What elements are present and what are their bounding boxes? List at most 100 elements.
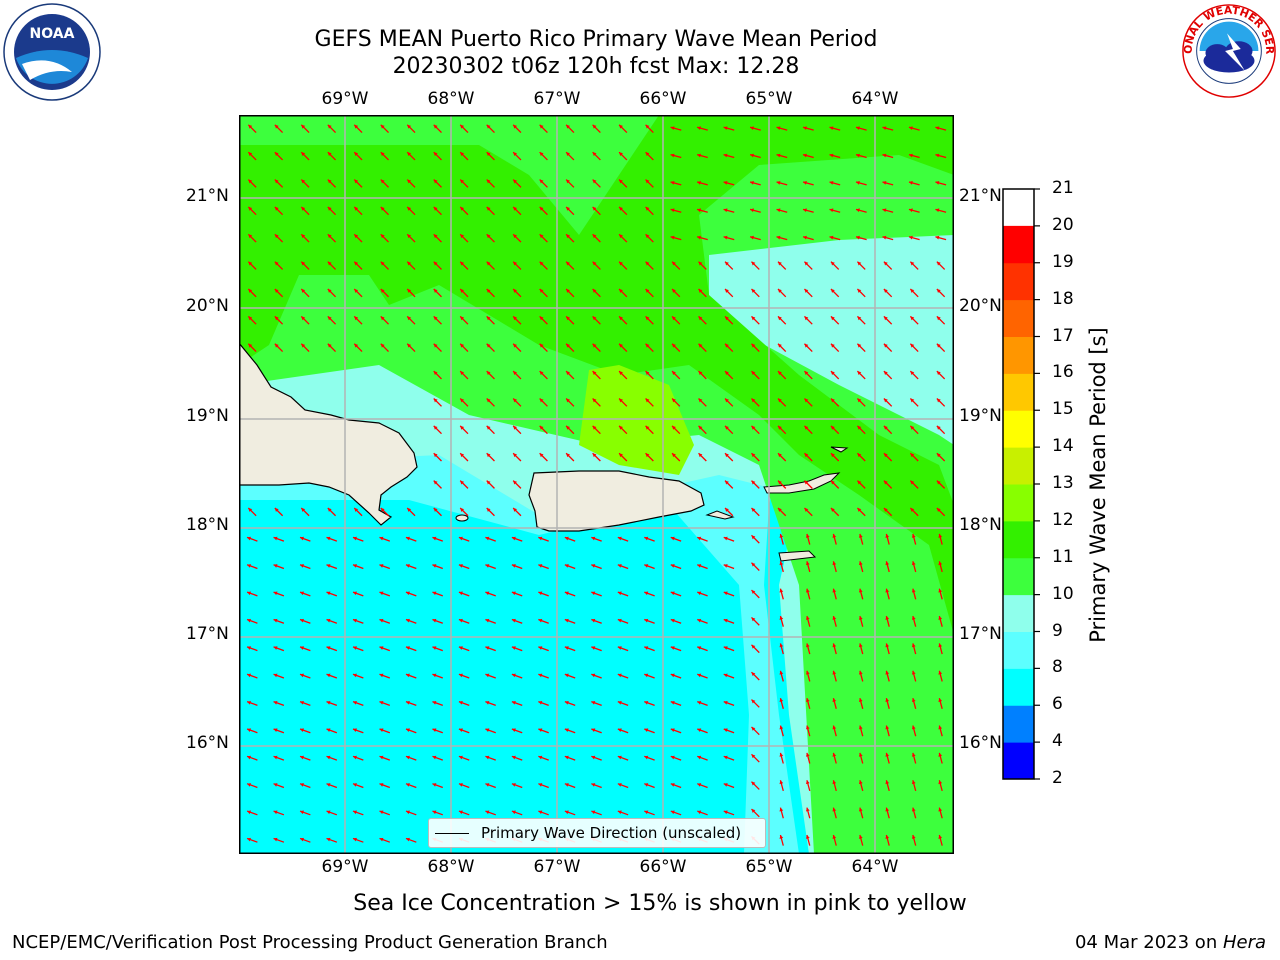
wave-arrow-head xyxy=(777,261,782,266)
wave-arrow-head xyxy=(327,206,332,211)
wave-arrow-head xyxy=(566,179,570,184)
wave-arrow-head xyxy=(910,289,915,293)
wave-arrow-head xyxy=(751,425,756,430)
wave-arrow-head xyxy=(832,835,837,839)
wave-arrow-head xyxy=(804,371,809,375)
wave-arrow-head xyxy=(458,700,463,705)
wave-arrow-head xyxy=(354,316,359,321)
wave-arrow-head xyxy=(857,480,862,485)
wave-arrow-head xyxy=(274,289,279,293)
wave-arrow-head xyxy=(619,316,623,321)
wave-arrow-head xyxy=(857,453,862,458)
lat-label-left: 20°N xyxy=(186,296,229,316)
wave-arrow-head xyxy=(858,643,863,648)
wave-arrow-head xyxy=(670,810,675,815)
wave-arrow-head xyxy=(805,698,810,703)
lon-label-top: 66°W xyxy=(639,89,687,109)
wave-arrow-head xyxy=(485,783,490,787)
wave-arrow-head xyxy=(830,507,835,512)
virgin-islands-landmass xyxy=(763,472,841,494)
wave-arrow-head xyxy=(697,536,702,541)
wave-arrow-head xyxy=(910,316,915,321)
wave-arrow-head xyxy=(591,536,596,541)
wave-arrow-head xyxy=(936,261,941,266)
wave-arrow-head xyxy=(380,152,385,157)
wave-arrow-head xyxy=(591,783,596,787)
wave-arrow-head xyxy=(779,725,784,730)
wave-arrow-head xyxy=(936,371,941,375)
wave-arrow-head xyxy=(779,698,784,703)
wave-arrow-head xyxy=(645,261,650,266)
wave-arrow-head xyxy=(883,316,888,321)
wave-arrow-head xyxy=(751,535,756,540)
wave-arrow-head xyxy=(273,618,278,623)
wave-arrow-head xyxy=(592,425,597,430)
wave-arrow-head xyxy=(273,783,278,787)
wave-arrow-head xyxy=(697,153,702,158)
wave-arrow-head xyxy=(405,810,410,815)
wave-arrow-head xyxy=(326,673,331,678)
wave-arrow-head xyxy=(911,588,916,593)
wave-arrow-head xyxy=(460,343,465,348)
wave-arrow-head xyxy=(301,234,306,239)
wave-arrow-head xyxy=(433,152,438,157)
wave-arrow-head xyxy=(327,507,332,512)
wave-arrow-head xyxy=(670,153,675,158)
noaa-logo: NOAA xyxy=(2,2,102,106)
wave-arrow-head xyxy=(592,261,597,266)
lon-label-bottom: 66°W xyxy=(639,857,687,877)
wave-arrow-head xyxy=(564,618,569,623)
wave-arrow-head xyxy=(458,755,463,760)
wave-arrow-head xyxy=(670,700,675,705)
wave-arrow-head xyxy=(538,618,543,623)
wave-arrow-head xyxy=(274,316,279,321)
wave-arrow-head xyxy=(380,179,385,184)
wave-arrow-head xyxy=(300,591,304,596)
wave-arrow-head xyxy=(327,289,332,293)
wave-arrow-head xyxy=(776,153,781,158)
wave-arrow-head xyxy=(538,591,543,596)
wave-arrow-head xyxy=(432,810,437,815)
wave-arrow-head xyxy=(832,780,837,785)
wave-arrow-head xyxy=(301,261,306,266)
wave-arrow-head xyxy=(539,179,544,184)
wave-arrow-head xyxy=(725,425,729,430)
wave-arrow-head xyxy=(326,755,331,760)
wave-arrow-head xyxy=(539,234,544,239)
wave-arrow-head xyxy=(938,725,943,730)
wave-arrow-head xyxy=(779,807,784,812)
wave-arrow-head xyxy=(936,343,941,348)
wave-arrow-head xyxy=(538,536,543,541)
period-10-11-region xyxy=(239,115,954,854)
colorbar-block xyxy=(1003,447,1034,485)
wave-arrow-head xyxy=(723,728,728,732)
wave-arrow-head xyxy=(538,700,543,705)
wave-arrow-head xyxy=(511,755,516,760)
wave-arrow-head xyxy=(379,728,384,732)
wave-arrow-head xyxy=(538,783,543,787)
wave-arrow-head xyxy=(405,837,410,842)
wave-arrow-head xyxy=(460,425,465,430)
wave-arrow-head xyxy=(511,673,516,678)
wave-arrow-head xyxy=(326,700,331,705)
wave-arrow-head xyxy=(617,673,622,678)
footer-date: 04 Mar 2023 on Hera xyxy=(1075,932,1266,953)
wave-arrow-head xyxy=(300,618,304,623)
wave-arrow-head xyxy=(644,536,649,541)
wave-arrow-head xyxy=(247,837,252,842)
wave-arrow-head xyxy=(591,673,596,678)
wave-arrow-head xyxy=(407,507,412,512)
wave-arrow-head xyxy=(486,343,491,348)
wave-arrow-head xyxy=(750,181,754,185)
wave-arrow-head xyxy=(619,206,623,211)
wave-arrow-head xyxy=(779,670,784,675)
wave-arrow-head xyxy=(566,206,570,211)
lat-label-left: 21°N xyxy=(186,186,229,206)
wave-arrow-head xyxy=(591,646,596,650)
wave-arrow-head xyxy=(379,564,384,568)
wave-arrow-head xyxy=(301,124,306,129)
wave-arrow-head xyxy=(433,343,438,348)
wave-arrow-head xyxy=(300,536,304,541)
wave-arrow-head xyxy=(379,536,384,541)
wave-arrow-head xyxy=(405,728,410,732)
